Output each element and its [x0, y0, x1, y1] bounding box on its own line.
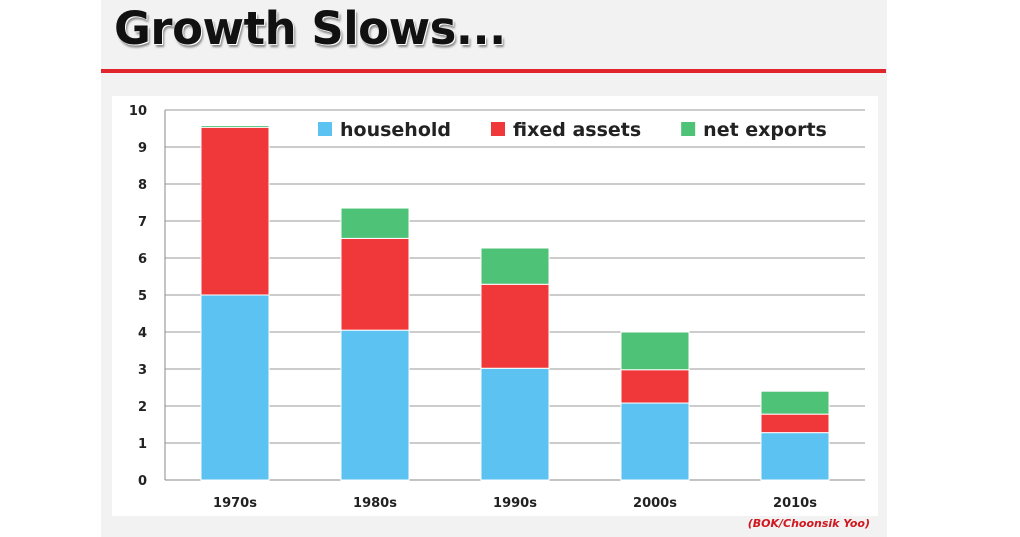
legend-swatch [491, 122, 505, 136]
y-tick-label: 5 [138, 289, 147, 304]
bar-segment [340, 329, 410, 481]
bar-segment [480, 283, 550, 369]
bar-segment [620, 369, 690, 404]
bar-segment [760, 413, 830, 434]
y-tick-label: 10 [129, 104, 147, 119]
bar-segment [200, 125, 270, 128]
x-tick-label: 1980s [353, 496, 397, 511]
y-tick-label: 4 [138, 326, 147, 341]
legend-swatch [318, 122, 332, 136]
y-tick-label: 0 [138, 474, 147, 489]
y-tick-label: 2 [138, 400, 147, 415]
legend-label: net exports [703, 119, 827, 141]
legend-label: household [340, 119, 451, 141]
source-credit: (BOK/Choonsik Yoo) [747, 517, 870, 530]
bar-segment [760, 432, 830, 481]
bar-segment [200, 294, 270, 481]
x-tick-label: 2000s [633, 496, 677, 511]
bar-segment [480, 247, 550, 285]
bar-segment [760, 390, 830, 415]
bar-segment [200, 125, 270, 296]
title-underline [101, 69, 886, 73]
y-tick-label: 6 [138, 252, 147, 267]
legend-label: fixed assets [513, 119, 641, 141]
y-tick-label: 7 [138, 215, 147, 230]
bar-segment [340, 207, 410, 239]
legend-swatch [681, 122, 696, 136]
x-tick-label: 1990s [493, 496, 537, 511]
y-tick-label: 1 [138, 437, 147, 452]
y-tick-label: 9 [138, 141, 147, 156]
y-tick-label: 8 [138, 178, 147, 193]
bar-segment [620, 331, 690, 371]
y-tick-label: 3 [138, 363, 147, 378]
page-title: Growth Slows... [114, 2, 506, 55]
x-tick-label: 1970s [213, 496, 257, 511]
bar-segment [480, 367, 550, 481]
bar-segment [340, 237, 410, 331]
x-tick-label: 2010s [773, 496, 817, 511]
bar-segment [620, 402, 690, 481]
